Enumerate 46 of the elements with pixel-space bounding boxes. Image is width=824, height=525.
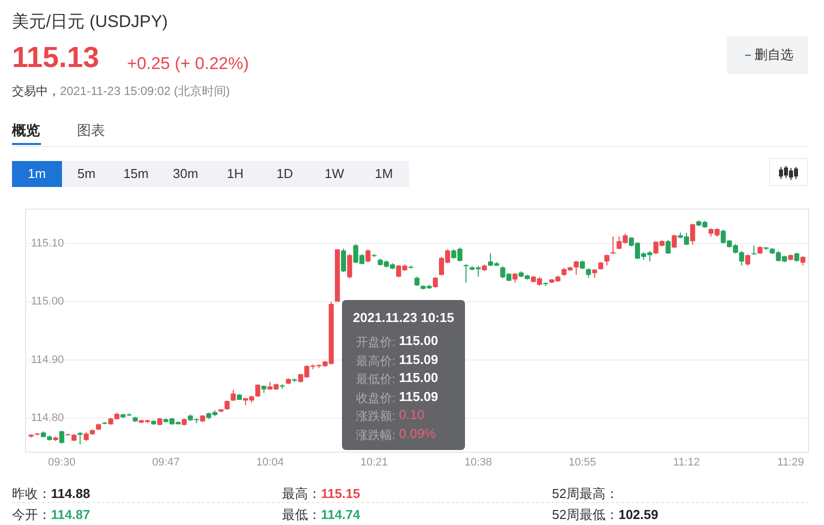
text: 今开：114.87 [12, 507, 90, 522]
text: +0.25 (+ 0.22%) [127, 54, 249, 74]
text: 5m [76, 165, 96, 183]
annotation: 最低价: 115.00 [356, 370, 438, 388]
x-tick-label: 10:21 [360, 456, 388, 468]
y-tick-label: 114.80 [31, 412, 64, 424]
x-tick-label: 10:55 [568, 456, 596, 468]
y-tick-label: 115.00 [31, 296, 64, 308]
annotation: 涨跌额: 0.10 [356, 407, 424, 425]
y-tick-label: 114.90 [31, 354, 64, 366]
text: 52周最低：102.59 [552, 507, 658, 522]
text: 交易中，2021-11-23 15:09:02 (北京时间) [12, 84, 230, 98]
text: 52周最高： [552, 486, 618, 501]
candlestick [218, 409, 224, 412]
x-tick-label: 11:29 [777, 456, 804, 468]
text: 15m [122, 165, 150, 183]
annotation: 2021.11.23 10:15 [352, 310, 456, 325]
y-tick-label: 115.10 [31, 238, 64, 250]
candlestick [464, 264, 468, 282]
text: 30m [172, 165, 200, 183]
annotation: 收盘价: 115.09 [356, 388, 438, 406]
x-tick-label: 09:47 [152, 456, 180, 468]
text: 1m [12, 161, 62, 187]
candlestick [78, 432, 83, 445]
text: 1D [275, 165, 294, 183]
text: 最低：114.74 [282, 507, 360, 522]
text: －删自选 [727, 36, 808, 74]
candlestick [610, 236, 616, 254]
text: 115.13 [12, 42, 100, 75]
candlestick [788, 254, 794, 260]
x-tick-label: 11:12 [673, 456, 700, 468]
text: 最高：115.15 [282, 486, 360, 501]
candlestick [751, 246, 756, 255]
text: 昨收：114.88 [12, 486, 90, 501]
text: 概览 [12, 122, 40, 140]
annotation: 最高价: 115.09 [356, 352, 438, 370]
x-tick-label: 10:38 [464, 456, 492, 468]
x-tick-label: 09:30 [48, 456, 76, 468]
annotation: 开盘价: 115.00 [356, 333, 438, 351]
chart-title: 美元/日元 (USDJPY) [12, 11, 168, 33]
x-tick-label: 10:04 [256, 456, 284, 468]
text: 1M [374, 165, 394, 183]
text: 图表 [77, 122, 105, 140]
text: 1H [226, 165, 244, 183]
annotation: 涨跌幅: 0.09% [356, 426, 436, 444]
text: 1W [324, 165, 346, 183]
